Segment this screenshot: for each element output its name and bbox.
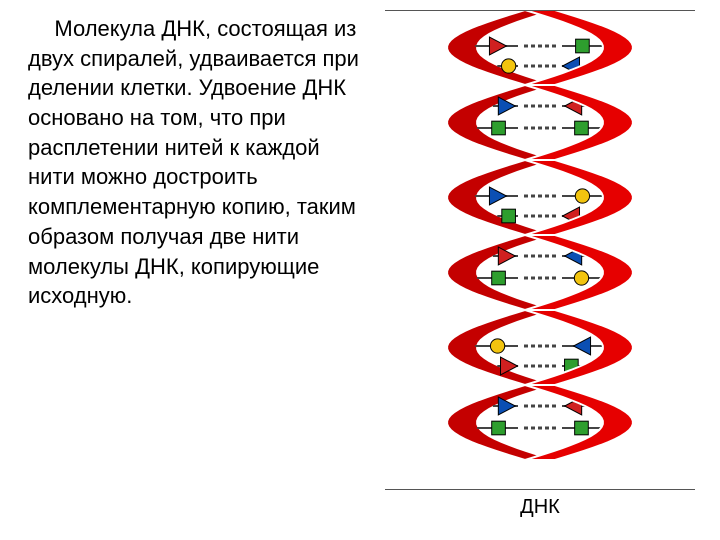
figure-bottom-rule: [385, 489, 695, 490]
text-column: Молекула ДНК, состоящая из двух спиралей…: [0, 0, 370, 540]
figure-frame: [385, 10, 695, 490]
figure-top-rule: [385, 10, 695, 11]
figure-caption: ДНК: [520, 496, 560, 519]
dna-diagram: [385, 10, 695, 480]
body-paragraph: Молекула ДНК, состоящая из двух спиралей…: [28, 14, 364, 311]
figure-column: ДНК: [370, 0, 720, 540]
